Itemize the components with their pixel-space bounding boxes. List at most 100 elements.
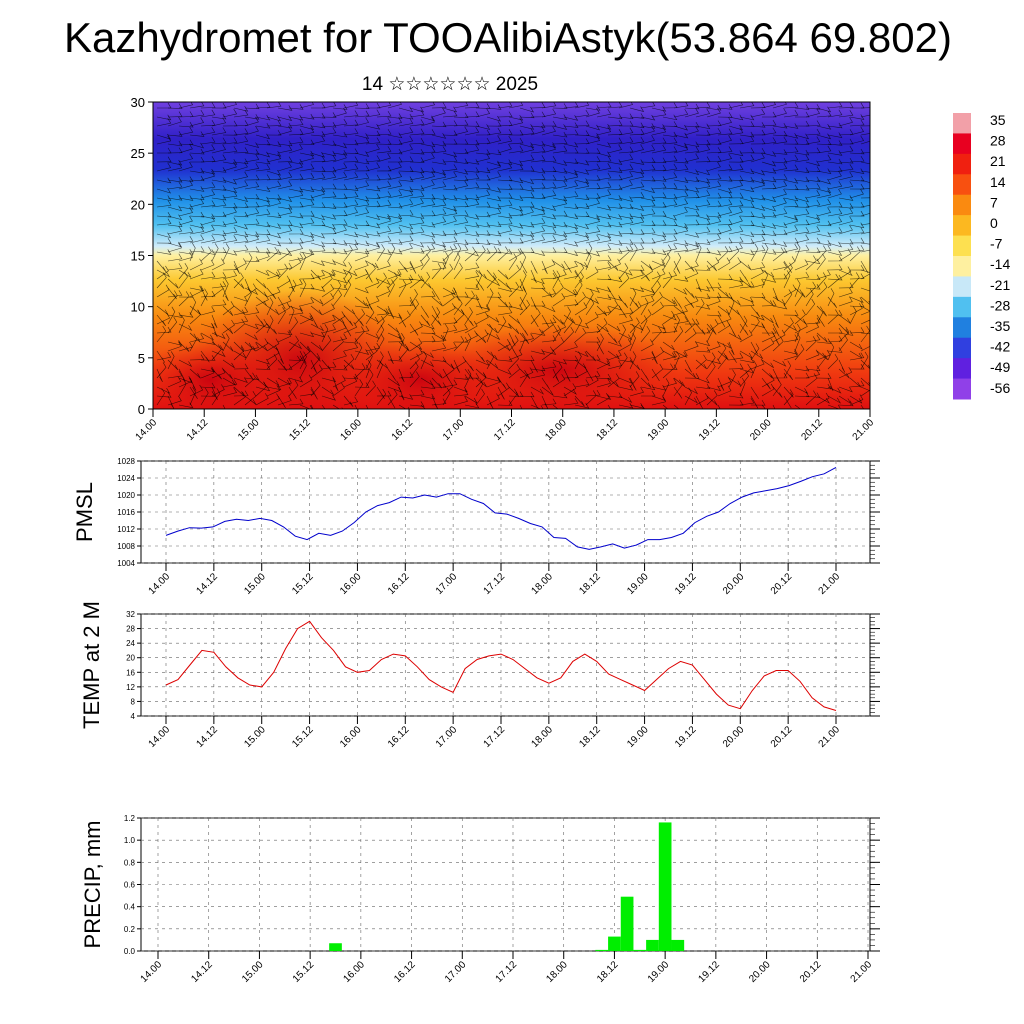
wind-barb bbox=[475, 378, 484, 397]
wind-barb bbox=[563, 169, 579, 176]
wind-barb bbox=[442, 156, 458, 163]
wind-barb bbox=[706, 147, 722, 154]
wind-barb bbox=[497, 212, 513, 219]
wind-barb bbox=[629, 243, 645, 253]
precip-ytick-label: 0.8 bbox=[124, 858, 136, 867]
wind-barb bbox=[640, 248, 656, 255]
wind-barb bbox=[486, 323, 493, 343]
wind-barb bbox=[464, 368, 474, 381]
wind-barb bbox=[728, 341, 735, 356]
wind-barb bbox=[695, 144, 711, 154]
wind-barb bbox=[596, 244, 612, 253]
wind-barb bbox=[321, 335, 332, 352]
wind-barb bbox=[244, 154, 260, 163]
wind-barb bbox=[354, 382, 370, 388]
wind-barb bbox=[497, 102, 513, 109]
colorbar-label: 0 bbox=[990, 215, 998, 231]
wind-barb bbox=[420, 335, 436, 343]
wind-barb bbox=[365, 102, 381, 109]
wind-barb bbox=[442, 195, 458, 201]
wind-barb bbox=[420, 116, 435, 127]
wind-barb bbox=[420, 323, 435, 330]
wind-barb bbox=[585, 198, 600, 208]
wind-barb bbox=[299, 163, 315, 172]
wind-barb bbox=[222, 217, 238, 226]
wind-barb bbox=[860, 188, 870, 190]
wind-barb bbox=[552, 362, 563, 379]
wind-barb bbox=[200, 181, 216, 190]
wind-barb bbox=[486, 314, 500, 323]
wind-barb bbox=[431, 244, 447, 253]
wind-barb bbox=[629, 333, 636, 352]
wind-barb bbox=[651, 137, 667, 145]
wind-barb bbox=[387, 395, 396, 409]
wind-barb bbox=[651, 363, 664, 379]
wind-barb bbox=[178, 269, 192, 278]
wind-barb bbox=[684, 386, 699, 395]
wind-barb bbox=[266, 297, 274, 316]
wind-barb bbox=[244, 341, 256, 352]
wind-barb bbox=[343, 373, 359, 380]
wind-barb bbox=[838, 359, 846, 373]
wind-barb bbox=[244, 342, 260, 352]
wind-barb bbox=[838, 367, 853, 379]
wind-barb bbox=[519, 332, 526, 352]
temp-series-line bbox=[165, 620, 837, 711]
wind-barb bbox=[860, 161, 870, 165]
wind-barb bbox=[783, 323, 798, 332]
precip-ytick-label: 0.6 bbox=[124, 881, 136, 890]
wind-barb bbox=[178, 368, 186, 382]
wind-barb bbox=[728, 296, 735, 316]
wind-barb bbox=[860, 269, 870, 273]
wind-barb bbox=[585, 368, 594, 382]
wind-barb bbox=[508, 177, 524, 184]
wind-barb bbox=[431, 314, 442, 326]
wind-barb bbox=[156, 362, 167, 379]
wind-barb bbox=[409, 338, 423, 352]
wind-barb bbox=[695, 102, 711, 109]
wind-barb bbox=[464, 395, 478, 404]
wind-barb bbox=[772, 197, 787, 208]
wind-barb bbox=[552, 180, 568, 190]
wind-barb bbox=[442, 215, 457, 226]
wind-barb bbox=[343, 322, 358, 334]
wind-barb bbox=[827, 188, 842, 199]
temp-xtick-label: 19.12 bbox=[673, 724, 699, 750]
wind-barb bbox=[552, 293, 566, 307]
wind-barb bbox=[607, 184, 623, 191]
temp-ytick-label: 12 bbox=[126, 683, 135, 692]
wind-barb bbox=[607, 102, 623, 109]
wind-barb bbox=[673, 260, 681, 274]
wind-barb bbox=[299, 139, 315, 146]
wind-barb bbox=[398, 186, 414, 193]
heatmap-ytick-label: 25 bbox=[131, 146, 145, 161]
wind-barb bbox=[178, 236, 194, 244]
wind-barb bbox=[662, 252, 671, 271]
wind-barb bbox=[343, 163, 359, 172]
wind-barb bbox=[794, 386, 809, 395]
wind-barb bbox=[739, 114, 755, 121]
wind-barb bbox=[299, 199, 315, 208]
wind-barb bbox=[596, 378, 611, 388]
wind-barb bbox=[156, 156, 172, 163]
wind-barb bbox=[288, 355, 301, 370]
wind-barb bbox=[200, 271, 216, 280]
wind-barb bbox=[816, 154, 832, 163]
wind-barb bbox=[794, 404, 804, 409]
wind-barb bbox=[728, 138, 744, 145]
wind-barb bbox=[497, 382, 510, 397]
wind-barb bbox=[585, 251, 592, 271]
wind-barb bbox=[475, 372, 487, 388]
wind-barb bbox=[717, 192, 733, 199]
wind-barb bbox=[211, 344, 222, 361]
wind-barb bbox=[299, 210, 315, 217]
wind-barb bbox=[772, 303, 788, 310]
wind-barb bbox=[662, 131, 678, 138]
wind-barb bbox=[255, 341, 268, 351]
wind-barb bbox=[695, 395, 703, 409]
wind-barb bbox=[376, 333, 385, 352]
wind-barb bbox=[684, 146, 700, 154]
wind-barb bbox=[321, 183, 337, 190]
wind-barb bbox=[651, 192, 667, 199]
wind-barb bbox=[508, 314, 521, 324]
